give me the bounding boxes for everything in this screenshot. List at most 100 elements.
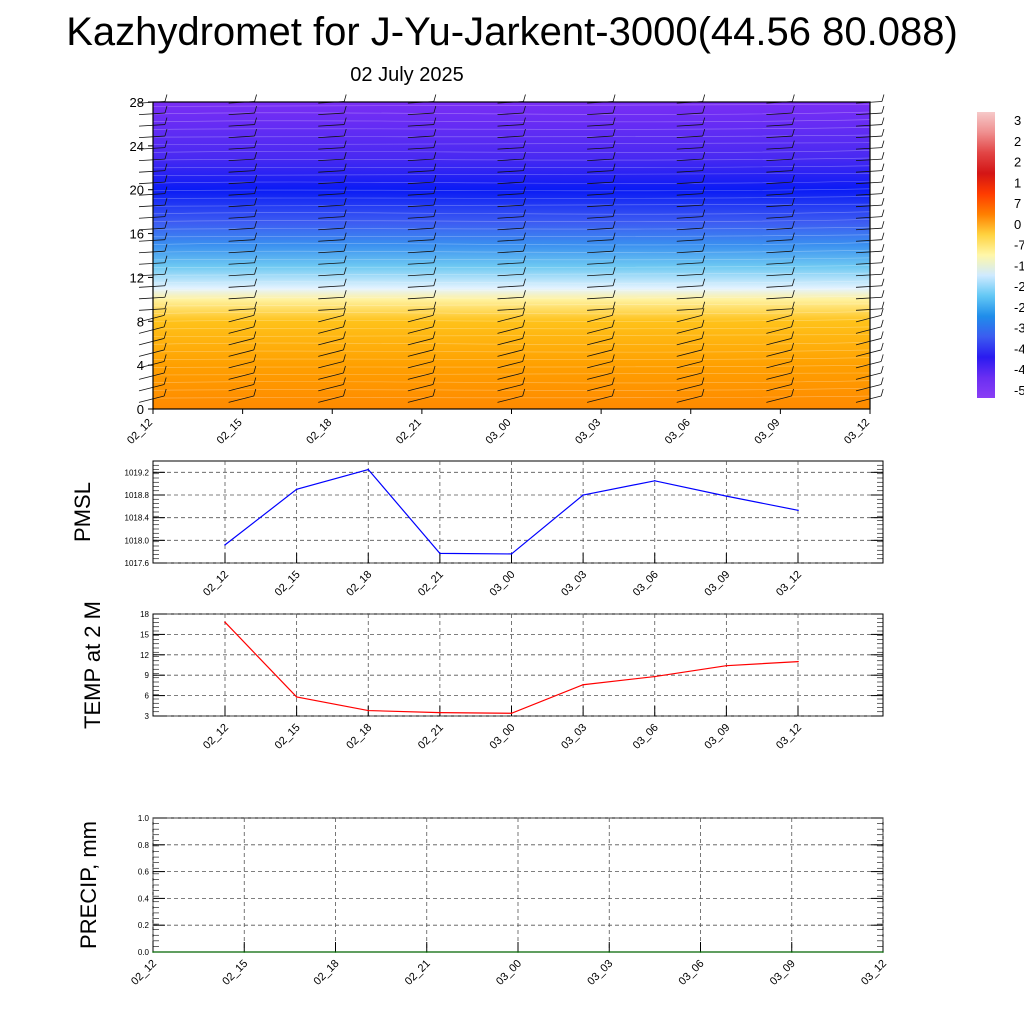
wind-barb [676, 204, 703, 208]
wind-barb [855, 395, 882, 403]
y-tick-label: 0.2 [138, 921, 150, 930]
wind-barb [676, 384, 703, 392]
wind-barb [791, 267, 795, 275]
wind-barb [228, 273, 255, 277]
wind-barb [881, 301, 885, 309]
wind-barb [343, 105, 347, 114]
y-tick-label: 0.8 [138, 841, 150, 850]
contour-line [152, 196, 871, 199]
wind-barb [676, 250, 703, 254]
wind-barb [497, 308, 524, 311]
wind-barb [791, 365, 794, 374]
wind-barb [611, 342, 615, 351]
x-tick-label: 03_00 [484, 417, 514, 447]
wind-barb [612, 128, 616, 137]
precip-point [243, 951, 246, 953]
wind-barb [881, 128, 885, 137]
temp-frame [152, 613, 884, 717]
wind-barb [318, 372, 344, 380]
wind-barb [432, 365, 436, 374]
chart-title: Kazhydromet for J-Yu-Jarkent-3000(44.56 … [66, 10, 958, 54]
colorbar-label: 2 [1014, 155, 1021, 170]
wind-barb [407, 315, 434, 323]
wind-barb [497, 239, 524, 242]
wind-barb [587, 308, 614, 311]
wind-barb [766, 170, 793, 173]
temp-point [653, 675, 656, 678]
wind-barb [676, 372, 703, 380]
wind-barb [855, 361, 882, 369]
wind-barb [497, 285, 524, 288]
wind-barb [523, 301, 526, 309]
wind-barb [228, 372, 254, 380]
x-tick-label: 03_00 [494, 958, 524, 988]
wind-barb [587, 296, 614, 300]
wind-barb [254, 186, 257, 194]
wind-barb [343, 354, 346, 362]
wind-barb [523, 232, 526, 240]
wind-barb [164, 105, 168, 114]
wind-barb [612, 163, 616, 171]
wind-barb [433, 301, 437, 309]
wind-barb [523, 105, 526, 114]
wind-barb [163, 308, 167, 316]
colorbar-label: -4 [1014, 341, 1024, 356]
wind-barb [254, 128, 257, 137]
wind-barb [612, 232, 616, 240]
wind-barb [855, 296, 882, 300]
contour-line [152, 119, 871, 123]
wind-barb [407, 384, 434, 392]
x-tick-label: 02_18 [304, 417, 334, 447]
colorbar-label: -3 [1014, 321, 1024, 336]
wind-barb [855, 273, 882, 277]
temp-point [295, 696, 298, 698]
wind-barb [407, 170, 434, 173]
wind-barb [497, 147, 524, 150]
wind-barb [612, 267, 616, 275]
wind-barb [791, 232, 795, 240]
wind-barb [497, 296, 524, 300]
contour-line [152, 380, 871, 384]
y-tick-label: 15 [140, 630, 149, 639]
wind-barb [855, 181, 882, 185]
wind-barb [791, 342, 794, 351]
wind-barb [855, 315, 882, 323]
wind-barb [253, 308, 257, 316]
x-tick-label: 02_21 [416, 722, 446, 752]
wind-barb [164, 151, 168, 160]
wind-barb [138, 315, 165, 323]
wind-barb [611, 354, 615, 362]
wind-barb [497, 395, 523, 403]
wind-barb [702, 301, 706, 309]
wind-barb [407, 147, 434, 150]
wind-barb [318, 193, 345, 196]
precip-point [152, 951, 154, 953]
x-tick-label: 03_06 [631, 722, 661, 752]
wind-barb [611, 377, 615, 385]
wind-barb [587, 181, 614, 185]
wind-barb [407, 216, 434, 219]
wind-barb [433, 232, 437, 240]
wind-barb [407, 262, 434, 265]
wind-barb [318, 326, 344, 334]
wind-barb [766, 216, 793, 219]
contour-line [152, 234, 871, 238]
wind-barb [676, 308, 703, 311]
wind-barb [855, 135, 882, 139]
temp-ylabel: TEMP at 2 M [80, 601, 105, 729]
wind-barb [138, 193, 165, 196]
wind-barb [318, 273, 345, 277]
x-tick-label: 03_06 [663, 417, 693, 447]
wind-barb [587, 326, 613, 334]
wind-barb [164, 117, 168, 125]
wind-barb [497, 361, 523, 369]
pmsl-point [725, 495, 728, 497]
x-tick-label: 03_12 [774, 569, 804, 599]
wind-barb [766, 112, 793, 116]
wind-barb [587, 338, 613, 346]
contour-line [152, 127, 871, 130]
wind-barb [343, 319, 346, 328]
wind-barb [497, 349, 523, 357]
wind-barb [138, 147, 165, 150]
wind-barb [318, 124, 345, 127]
